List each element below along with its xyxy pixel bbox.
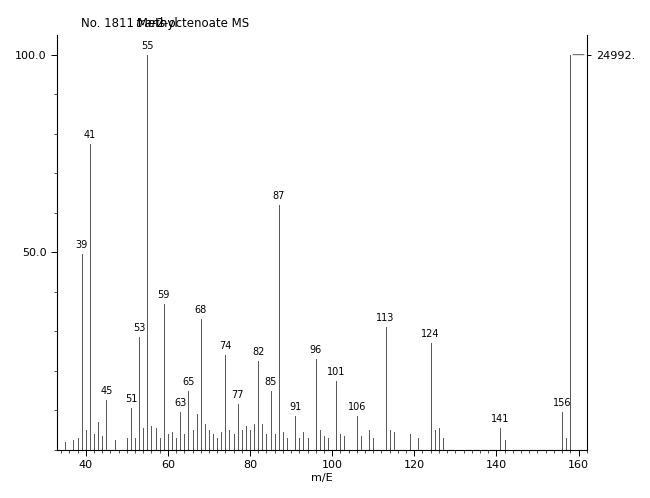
Text: 63: 63 <box>174 398 187 408</box>
Text: 106: 106 <box>348 402 366 412</box>
Text: 96: 96 <box>309 345 322 355</box>
Text: 39: 39 <box>75 240 88 250</box>
Text: 51: 51 <box>125 394 137 404</box>
Text: trans: trans <box>135 17 166 30</box>
Text: 59: 59 <box>157 290 170 300</box>
Text: 45: 45 <box>100 386 112 396</box>
Text: 74: 74 <box>219 341 231 351</box>
Text: 41: 41 <box>84 129 96 139</box>
X-axis label: m/E: m/E <box>311 473 333 483</box>
Text: 55: 55 <box>141 41 153 51</box>
Text: 85: 85 <box>265 376 277 386</box>
Text: 141: 141 <box>491 414 510 424</box>
Text: 53: 53 <box>133 323 146 333</box>
Text: 77: 77 <box>231 390 244 400</box>
Text: 68: 68 <box>194 305 207 315</box>
Text: -2-octenoate MS: -2-octenoate MS <box>152 17 250 30</box>
Text: 156: 156 <box>553 398 571 408</box>
Text: 124: 124 <box>421 329 440 339</box>
Text: 113: 113 <box>376 313 395 323</box>
Text: 82: 82 <box>252 347 265 357</box>
Text: 91: 91 <box>289 402 302 412</box>
Text: 87: 87 <box>272 191 285 201</box>
Text: 65: 65 <box>182 376 194 386</box>
Text: 101: 101 <box>327 367 345 376</box>
Text: No. 1811 Methyl: No. 1811 Methyl <box>81 17 182 30</box>
